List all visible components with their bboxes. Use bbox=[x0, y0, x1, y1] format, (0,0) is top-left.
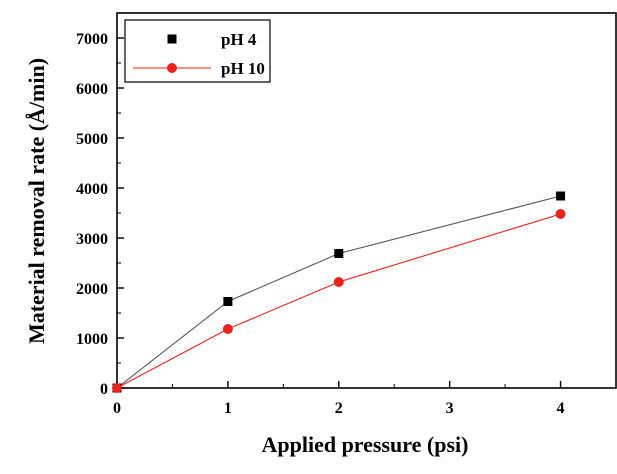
y-axis: 0 1000 2000 3000 4000 5000 6000 7000 bbox=[76, 31, 124, 398]
legend-box bbox=[124, 19, 271, 83]
y-tick-label: 7000 bbox=[76, 31, 108, 48]
series-line-2 bbox=[116, 213, 561, 389]
y-tick-label: 0 bbox=[100, 381, 108, 398]
series-line-1 bbox=[116, 195, 561, 389]
y-tick-label: 4000 bbox=[76, 181, 108, 198]
plot-area bbox=[116, 12, 617, 389]
x-axis: 0 1 2 3 4 bbox=[113, 381, 565, 417]
x-tick-label: 4 bbox=[557, 400, 565, 417]
series-2-point bbox=[333, 277, 344, 287]
series-1-point bbox=[334, 249, 344, 258]
series-1-point bbox=[556, 191, 566, 201]
series-2-point bbox=[112, 383, 122, 393]
series-2-point bbox=[555, 209, 566, 219]
y-tick-label: 5000 bbox=[76, 131, 108, 148]
legend-label-2: pH 10 bbox=[221, 59, 265, 78]
y-tick-label: 2000 bbox=[76, 281, 108, 298]
x-tick-label: 3 bbox=[446, 400, 454, 417]
series-layer bbox=[112, 191, 566, 393]
x-tick-label: 1 bbox=[224, 400, 232, 417]
series-2-point bbox=[222, 324, 233, 334]
legend: pH 4 pH 10 bbox=[124, 19, 271, 83]
plot-frame bbox=[116, 12, 617, 389]
legend-marker-1 bbox=[167, 34, 177, 44]
y-tick-label: 6000 bbox=[76, 81, 108, 98]
x-tick-label: 2 bbox=[335, 400, 343, 417]
x-axis-title: Applied pressure (psi) bbox=[261, 432, 468, 457]
y-tick-label: 3000 bbox=[76, 231, 108, 248]
y-axis-title: Material removal rate (Å/min) bbox=[24, 58, 49, 344]
legend-marker-2 bbox=[167, 63, 177, 73]
x-tick-label: 0 bbox=[113, 400, 121, 417]
series-1-point bbox=[223, 297, 233, 306]
y-tick-label: 1000 bbox=[76, 331, 108, 348]
legend-label-1: pH 4 bbox=[221, 30, 257, 49]
